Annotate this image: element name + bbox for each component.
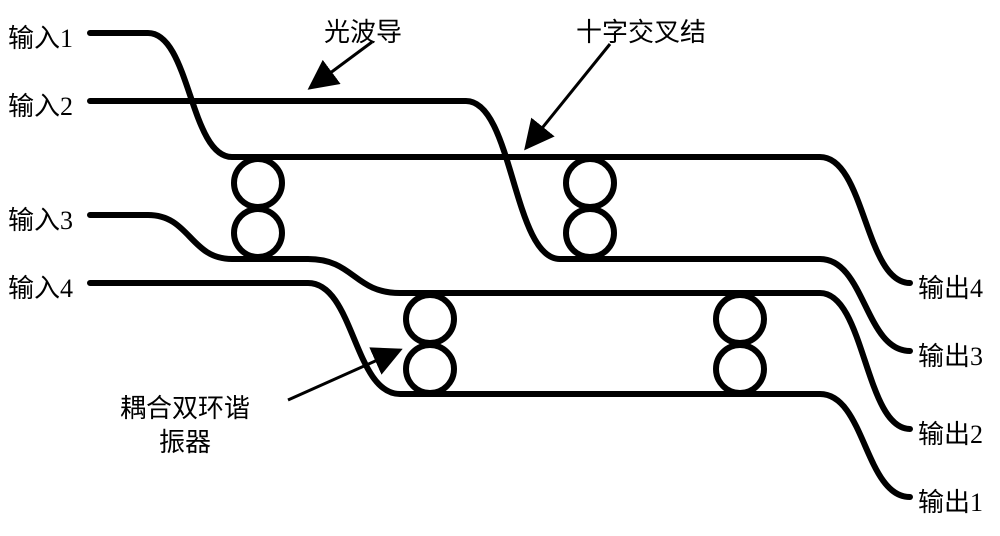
output1-label: 输出1 [918, 482, 983, 519]
ring-resonators [234, 159, 764, 393]
input4-label: 输入4 [8, 268, 73, 305]
output3-label: 输出3 [918, 336, 983, 373]
annotation-arrows [288, 42, 610, 400]
output4-label: 输出4 [918, 268, 983, 305]
optical-switch-diagram: 输入1 输入2 输入3 输入4 输出4 输出3 输出2 输出1 光波导 十字交叉… [0, 0, 1000, 531]
input3-label: 输入3 [8, 200, 73, 237]
output2-label: 输出2 [918, 414, 983, 451]
crossing-annotation: 十字交叉结 [576, 12, 706, 49]
waveguide-annotation: 光波导 [324, 12, 402, 49]
input2-label: 输入2 [8, 86, 73, 123]
resonator-annotation: 耦合双环谐振器 [120, 392, 250, 460]
input1-label: 输入1 [8, 18, 73, 55]
